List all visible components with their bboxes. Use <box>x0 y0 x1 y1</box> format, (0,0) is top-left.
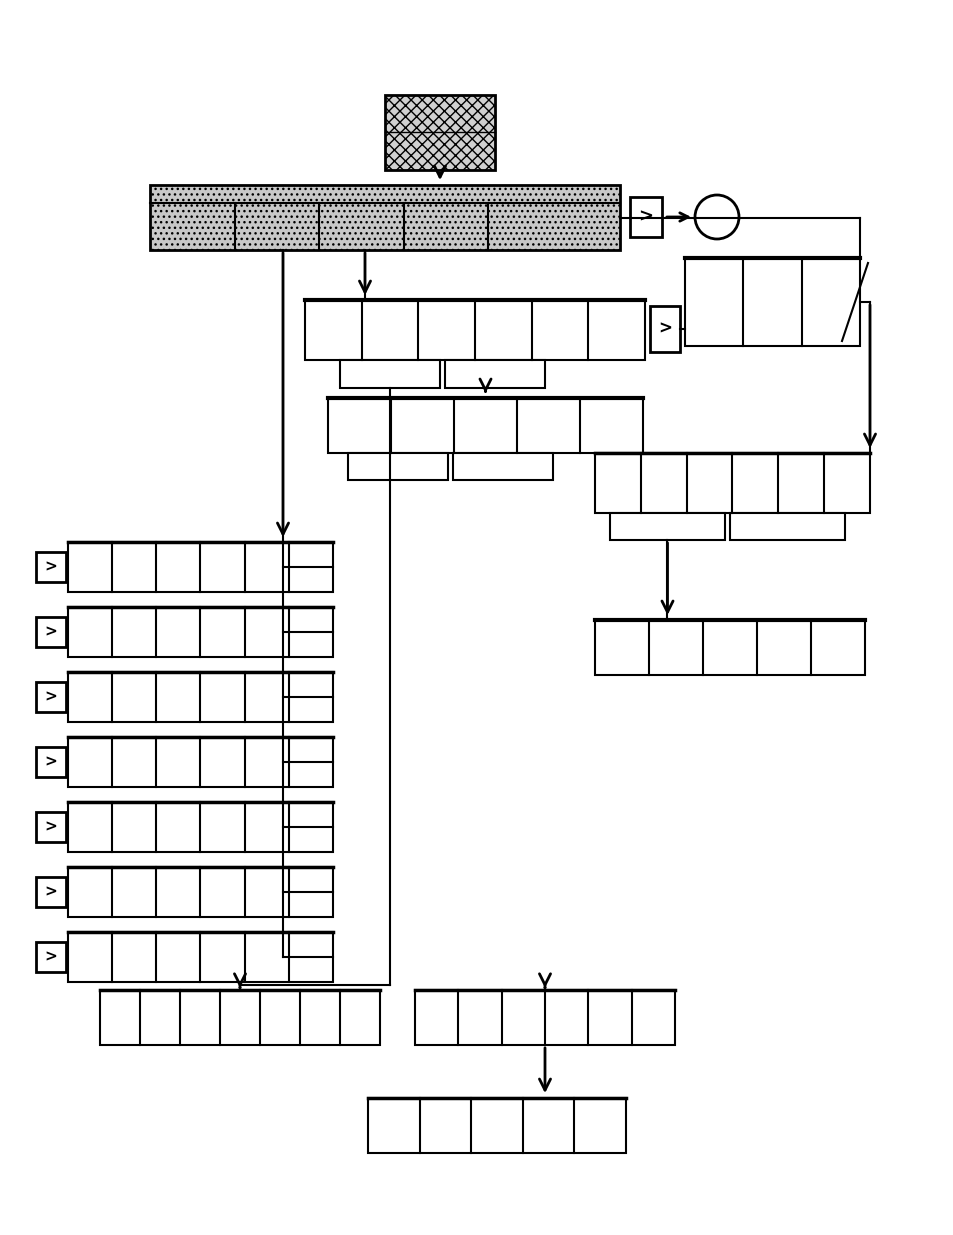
Bar <box>339 359 439 388</box>
Bar <box>729 513 844 540</box>
Bar <box>629 198 661 237</box>
Bar <box>100 990 379 1045</box>
Text: >: > <box>45 820 57 835</box>
Text: >: > <box>658 320 671 338</box>
Bar <box>68 672 333 722</box>
Bar <box>453 453 553 480</box>
Text: >: > <box>45 884 57 899</box>
Bar <box>36 811 66 842</box>
Bar <box>368 1098 625 1153</box>
Bar <box>36 552 66 582</box>
Bar <box>36 942 66 972</box>
Bar <box>595 620 864 676</box>
Bar <box>68 802 333 852</box>
Bar <box>415 990 675 1045</box>
Text: >: > <box>45 755 57 769</box>
Bar <box>684 258 859 346</box>
Bar <box>68 542 333 592</box>
Text: >: > <box>45 559 57 574</box>
Bar <box>328 398 642 453</box>
Text: >: > <box>45 689 57 704</box>
Bar <box>595 453 869 513</box>
Bar <box>68 932 333 982</box>
Bar <box>150 185 619 249</box>
Bar <box>305 300 644 359</box>
Text: >: > <box>45 625 57 640</box>
Bar <box>649 306 679 352</box>
Bar <box>68 867 333 918</box>
Bar <box>36 747 66 777</box>
Bar <box>36 618 66 647</box>
Bar <box>68 737 333 787</box>
Bar <box>36 877 66 906</box>
Text: >: > <box>638 207 653 226</box>
Bar <box>36 682 66 713</box>
Bar <box>348 453 448 480</box>
Bar <box>385 95 495 170</box>
Bar <box>609 513 724 540</box>
Bar <box>444 359 544 388</box>
Text: >: > <box>45 950 57 965</box>
Bar <box>68 606 333 657</box>
